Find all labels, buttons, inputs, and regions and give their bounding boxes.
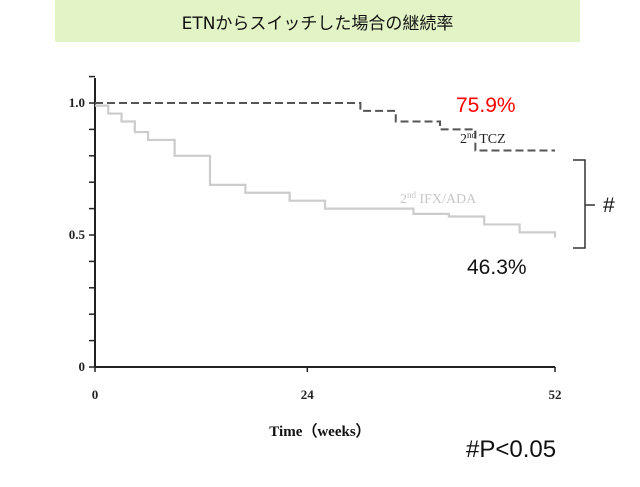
p-value-label: #P<0.05	[466, 436, 556, 463]
x-tick-label: 0	[92, 387, 99, 402]
end-value-tcz: 75.9%	[456, 94, 516, 117]
chart-labels-layer: 2nd TCZ 2nd IFX/ADA 75.9% 46.3% # #P<0.05	[400, 94, 615, 463]
y-tick-label: 1.0	[69, 95, 85, 110]
x-tick-label: 24	[301, 387, 315, 402]
series-line-tcz	[95, 102, 555, 152]
y-tick-label: 0	[79, 359, 86, 374]
series-line-ifx-ada	[95, 104, 557, 238]
y-tick-label: 0.5	[69, 227, 86, 242]
chart-title: ETNからスイッチした場合の継続率	[181, 13, 454, 34]
significance-mark: #	[603, 194, 615, 217]
x-tick-label: 52	[549, 387, 562, 402]
end-value-ifx-ada: 46.3%	[467, 256, 527, 279]
series-label-tcz: 2nd TCZ	[460, 130, 506, 147]
significance-bracket	[573, 159, 586, 249]
chart-axes: 0 0.5 1.0 0 24 52 Time（weeks）	[69, 75, 562, 440]
series-label-ifx-ada: 2nd IFX/ADA	[400, 190, 477, 207]
x-axis-title: Time（weeks）	[269, 422, 370, 440]
chart-title-banner: ETNからスイッチした場合の継続率	[55, 0, 580, 42]
chart-series-layer	[95, 102, 557, 238]
